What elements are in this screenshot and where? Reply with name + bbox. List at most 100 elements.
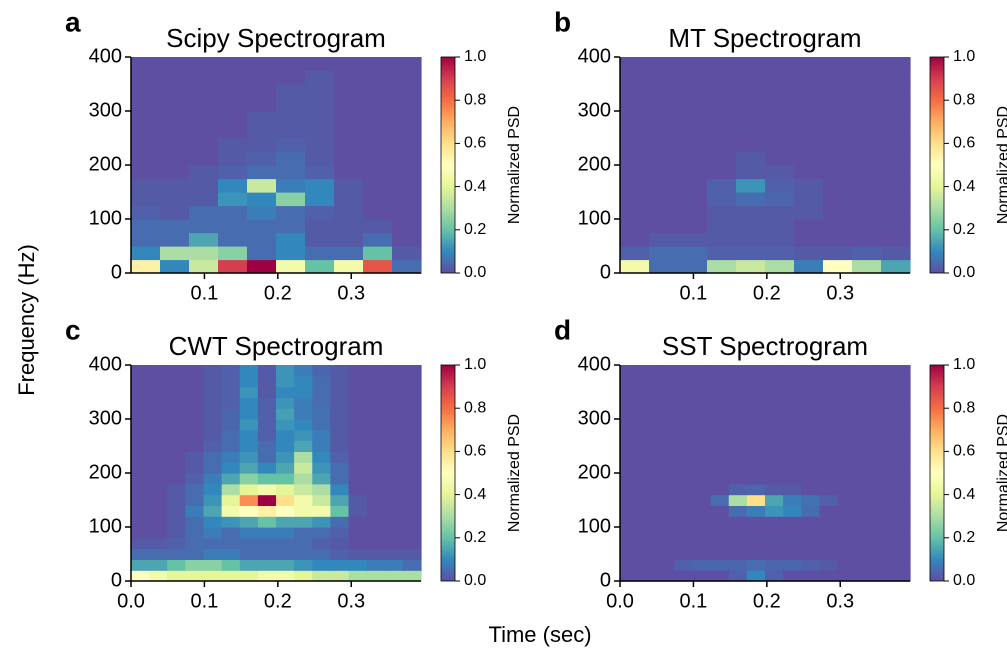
heatmap-cell [384, 505, 404, 517]
heatmap-cell [620, 483, 639, 496]
heatmap-cell [203, 548, 223, 560]
heatmap-cell [348, 440, 368, 452]
heatmap-cell [855, 483, 875, 496]
colorbar-label: Normalized PSD [995, 414, 1007, 532]
heatmap-cell [801, 451, 820, 463]
heatmap-cell [710, 505, 730, 517]
heatmap-cell [189, 57, 219, 72]
heatmap-cell [692, 494, 712, 506]
heatmap-cell [305, 111, 335, 126]
heatmap-cell [384, 462, 404, 474]
heatmap-cell [674, 408, 694, 420]
heatmap-cell [392, 259, 422, 274]
heatmap-cell [247, 259, 277, 274]
heatmap-cell [656, 559, 675, 571]
heatmap-cell [203, 516, 223, 528]
x-tick-label: 0.2 [753, 282, 781, 304]
heatmap-cell [620, 151, 650, 166]
heatmap-cell [203, 494, 223, 506]
heatmap-cell [710, 559, 730, 571]
heatmap-cell [402, 440, 422, 452]
heatmap-cell [247, 84, 277, 99]
heatmap-cell [707, 124, 737, 139]
heatmap-cell [837, 440, 857, 452]
heatmap-cell [203, 505, 223, 517]
heatmap-cell [131, 259, 161, 274]
heatmap-cell [620, 365, 639, 377]
heatmap-cell [736, 124, 766, 139]
heatmap-cell [330, 516, 350, 528]
heatmap-cell [185, 375, 205, 388]
heatmap-cell [203, 483, 223, 496]
heatmap-cell [384, 408, 404, 420]
x-tick-label: 0.3 [826, 590, 854, 612]
heatmap-cell [707, 178, 737, 193]
heatmap-cell [294, 559, 313, 571]
heatmap-cell [294, 462, 313, 474]
x-tick-label: 0.2 [264, 590, 292, 612]
heatmap-cell [203, 559, 223, 571]
heatmap-cell [149, 408, 168, 420]
heatmap-cell [656, 462, 675, 474]
heatmap-cell [218, 165, 248, 180]
heatmap-cell [692, 537, 712, 550]
heatmap-cell [185, 397, 205, 409]
heatmap-cell [221, 473, 241, 485]
y-tick-label: 400 [578, 45, 611, 67]
heatmap-cell [131, 97, 161, 112]
heatmap-cell [366, 397, 386, 409]
heatmap-cell [765, 559, 784, 571]
heatmap-cell [823, 232, 853, 247]
heatmap-cell [873, 429, 893, 442]
heatmap-cell [185, 527, 205, 539]
heatmap-cell [783, 494, 802, 506]
heatmap-cell [160, 138, 190, 153]
heatmap-cell [638, 505, 657, 517]
y-tick-label: 100 [578, 515, 611, 537]
heatmap-cell [131, 408, 150, 420]
heatmap-cell [330, 419, 350, 431]
heatmap-cell [131, 516, 150, 528]
heatmap-cell [257, 397, 277, 409]
heatmap-cell [131, 57, 161, 72]
heatmap-cell [392, 97, 422, 112]
heatmap-cell [366, 494, 386, 506]
heatmap-cell [620, 375, 639, 388]
heatmap-cell [305, 178, 335, 193]
heatmap-cell [620, 419, 639, 431]
panel-letter: d [554, 314, 571, 345]
heatmap-cell [656, 386, 675, 398]
heatmap-cell [656, 537, 675, 550]
heatmap-cell [638, 473, 657, 485]
heatmap-cell [348, 397, 368, 409]
heatmap-cell [294, 516, 313, 528]
heatmap-cell [794, 232, 824, 247]
heatmap-cell [819, 462, 839, 474]
heatmap-cell [746, 570, 766, 582]
heatmap-cell [837, 419, 857, 431]
heatmap-cell [881, 138, 911, 153]
heatmap-cell [823, 178, 853, 193]
heatmap-cell [131, 570, 150, 582]
heatmap-cell [881, 259, 911, 274]
heatmap-cell [707, 165, 737, 180]
heatmap-cell [823, 111, 853, 126]
heatmap-cell [638, 419, 657, 431]
heatmap-cell [312, 537, 331, 550]
heatmap-cell [873, 505, 893, 517]
y-tick-label: 0 [600, 569, 611, 591]
heatmap-cell [855, 397, 875, 409]
heatmap-cell [765, 516, 784, 528]
heatmap-cell [257, 440, 277, 452]
heatmap-cell [837, 494, 857, 506]
heatmap-cell [736, 192, 766, 207]
heatmap-cell [348, 483, 368, 496]
heatmap-cell [203, 375, 223, 388]
heatmap-cell [330, 451, 350, 463]
heatmap-cell [794, 246, 824, 261]
heatmap-cell [312, 570, 331, 582]
y-tick-label: 200 [89, 461, 122, 483]
heatmap-cell [392, 151, 422, 166]
heatmap-cell [707, 138, 737, 153]
